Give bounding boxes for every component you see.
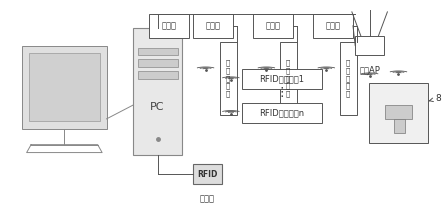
Text: 读写器: 读写器	[266, 21, 281, 30]
FancyBboxPatch shape	[138, 71, 178, 79]
Text: 发卡器: 发卡器	[200, 194, 215, 203]
FancyBboxPatch shape	[220, 42, 237, 115]
Text: 无线AP: 无线AP	[359, 65, 380, 74]
Text: 外
接
传
感
器: 外 接 传 感 器	[346, 60, 350, 97]
FancyBboxPatch shape	[193, 14, 233, 38]
FancyBboxPatch shape	[340, 42, 357, 115]
Text: ⋮: ⋮	[276, 86, 288, 99]
FancyBboxPatch shape	[138, 59, 178, 67]
FancyBboxPatch shape	[29, 53, 100, 121]
Text: 读写器: 读写器	[206, 21, 221, 30]
FancyBboxPatch shape	[313, 14, 353, 38]
FancyBboxPatch shape	[253, 14, 293, 38]
FancyBboxPatch shape	[133, 28, 182, 155]
FancyBboxPatch shape	[138, 48, 178, 55]
FancyBboxPatch shape	[385, 105, 412, 119]
Text: 外
接
传
感
器: 外 接 传 感 器	[226, 60, 230, 97]
FancyBboxPatch shape	[355, 36, 384, 55]
Text: RFID电子标签1: RFID电子标签1	[259, 75, 305, 84]
Text: 外
接
传
感
器: 外 接 传 感 器	[286, 60, 290, 97]
FancyBboxPatch shape	[193, 164, 222, 184]
Text: 交换机: 交换机	[161, 21, 176, 30]
FancyBboxPatch shape	[149, 14, 189, 38]
Text: 读写器: 读写器	[325, 21, 341, 30]
FancyBboxPatch shape	[394, 119, 405, 133]
Text: RFID电子标签n: RFID电子标签n	[259, 109, 305, 118]
Text: 8: 8	[429, 94, 441, 103]
FancyBboxPatch shape	[22, 45, 107, 129]
Text: PC: PC	[151, 102, 165, 112]
Text: RFID: RFID	[198, 170, 218, 179]
FancyBboxPatch shape	[280, 42, 297, 115]
FancyBboxPatch shape	[369, 83, 428, 143]
FancyBboxPatch shape	[242, 103, 322, 123]
FancyBboxPatch shape	[242, 69, 322, 89]
